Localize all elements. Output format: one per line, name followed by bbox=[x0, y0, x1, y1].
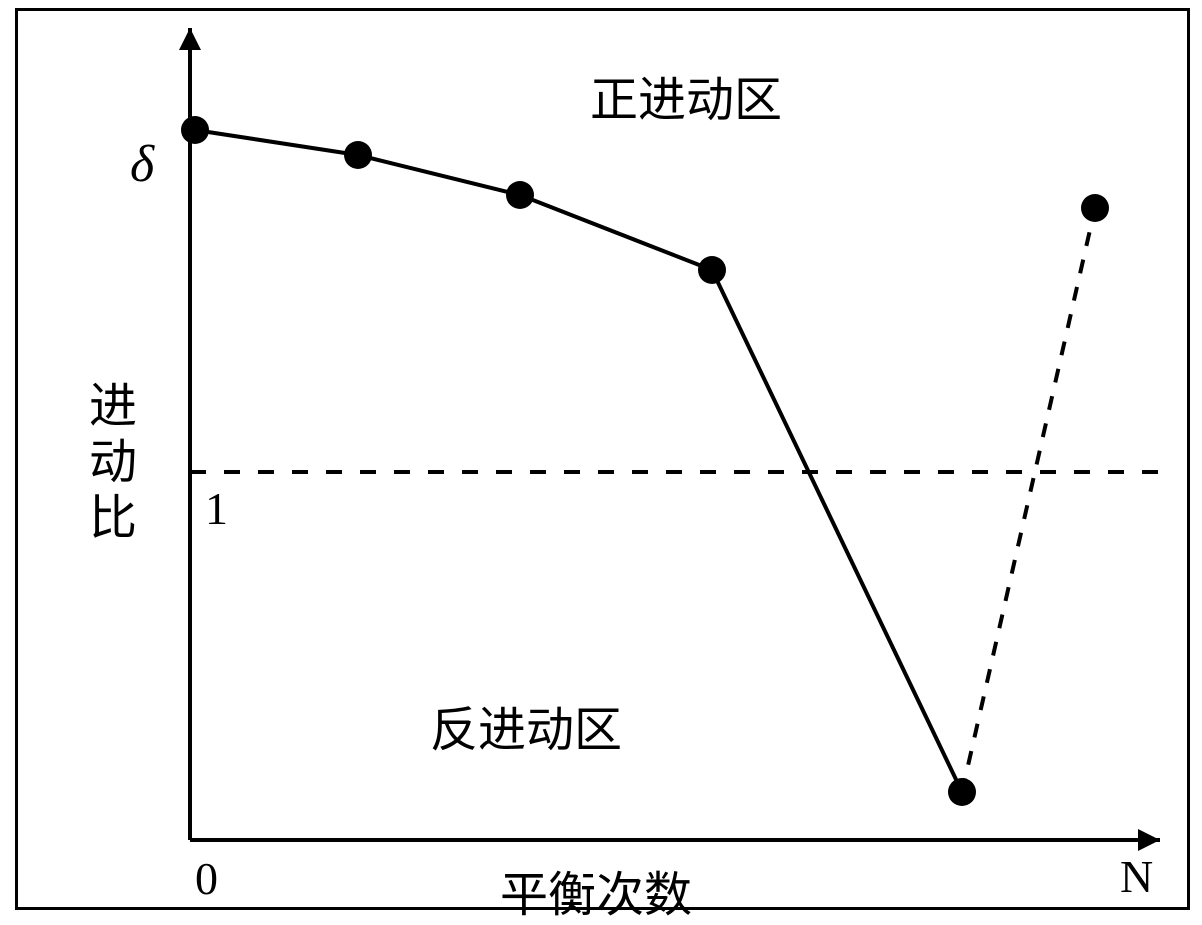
y-axis-title: 进动比 bbox=[72, 380, 142, 548]
x-end-label: N bbox=[1120, 850, 1153, 903]
origin-label: 0 bbox=[195, 852, 218, 905]
ref-tick-label: 1 bbox=[205, 482, 228, 535]
region-top-label: 正进动区 bbox=[590, 60, 782, 130]
y-top-symbol: δ bbox=[130, 135, 154, 194]
plot-svg bbox=[0, 0, 1202, 918]
x-axis-title: 平衡次数 bbox=[500, 855, 692, 925]
region-bottom-label: 反进动区 bbox=[430, 690, 622, 760]
